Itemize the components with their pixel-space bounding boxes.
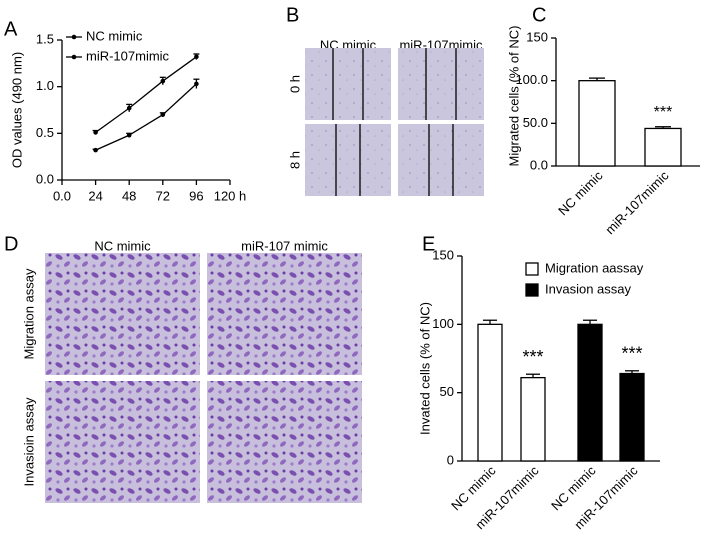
micrograph <box>45 253 200 375</box>
point <box>93 147 98 153</box>
y-tick-label: 100.0 <box>515 72 548 87</box>
point <box>194 81 199 87</box>
panel-letter: D <box>4 233 18 255</box>
column-label: NC mimic <box>94 238 151 253</box>
point <box>126 132 132 138</box>
y-tick-label: 1.0 <box>36 78 54 93</box>
micrograph <box>45 381 200 503</box>
point <box>160 112 166 117</box>
y-tick-label: 50.0 <box>523 115 548 130</box>
panel-letter: B <box>286 4 299 26</box>
y-tick-label: 0 <box>447 452 454 467</box>
micrograph <box>305 124 391 196</box>
micrograph <box>207 381 362 503</box>
row-label: Invasioin assay <box>21 397 36 486</box>
y-axis-label: Invated cells (% of NC) <box>417 302 432 435</box>
point <box>160 78 166 84</box>
annotation: *** <box>522 347 543 367</box>
x-tick-label: 72 <box>156 188 170 203</box>
micrograph <box>398 48 484 120</box>
panel-letter: C <box>532 4 546 26</box>
legend-swatch <box>525 283 539 297</box>
bar <box>577 323 603 462</box>
y-tick-label: 50 <box>440 384 454 399</box>
x-tick-label: 0.0 <box>53 188 71 203</box>
point <box>93 130 98 135</box>
y-tick-label: 0.0 <box>530 157 548 172</box>
legend-marker <box>71 54 77 60</box>
y-tick-label: 150 <box>526 29 548 44</box>
legend-label: Invasion assay <box>545 281 631 296</box>
annotation: *** <box>654 104 673 121</box>
y-tick-label: 1.5 <box>36 31 54 46</box>
micrograph <box>207 253 362 375</box>
y-tick-label: 150 <box>432 247 454 262</box>
y-tick-label: 0.0 <box>36 171 54 186</box>
legend-label: miR-107mimic <box>86 48 170 63</box>
legend-label: NC mimic <box>86 28 143 43</box>
x-tick-label: 48 <box>122 188 136 203</box>
micrograph <box>398 124 484 196</box>
x-tick-label: 120 h <box>214 188 247 203</box>
x-tick-label: NC mimic <box>555 168 606 219</box>
y-axis-label: Migrated cells (% of NC) <box>506 26 521 167</box>
y-tick-label: 100 <box>432 316 454 331</box>
row-label: 8 h <box>287 151 302 169</box>
series-line <box>95 83 197 151</box>
legend-swatch <box>525 262 539 276</box>
point <box>126 105 132 111</box>
x-tick-label: 96 <box>189 188 203 203</box>
bar <box>619 372 645 462</box>
bar <box>578 80 616 167</box>
row-label: Migration assay <box>21 268 36 360</box>
legend-marker <box>71 34 77 40</box>
series-line <box>95 56 197 133</box>
x-tick-label: 24 <box>88 188 102 203</box>
micrograph <box>305 48 391 120</box>
panel-letter: E <box>422 233 435 255</box>
panel-letter: A <box>4 18 18 40</box>
bar <box>520 376 546 462</box>
point <box>194 54 199 60</box>
y-axis-label: OD values (490 nm) <box>9 52 24 168</box>
row-label: 0 h <box>287 75 302 93</box>
bar <box>644 127 682 167</box>
legend-label: Migration aassay <box>545 260 644 275</box>
y-tick-label: 0.5 <box>36 125 54 140</box>
bar <box>477 323 503 462</box>
annotation: *** <box>621 344 642 364</box>
x-tick-label: miR-107mimic <box>602 168 672 238</box>
column-label: miR-107 mimic <box>241 238 328 253</box>
